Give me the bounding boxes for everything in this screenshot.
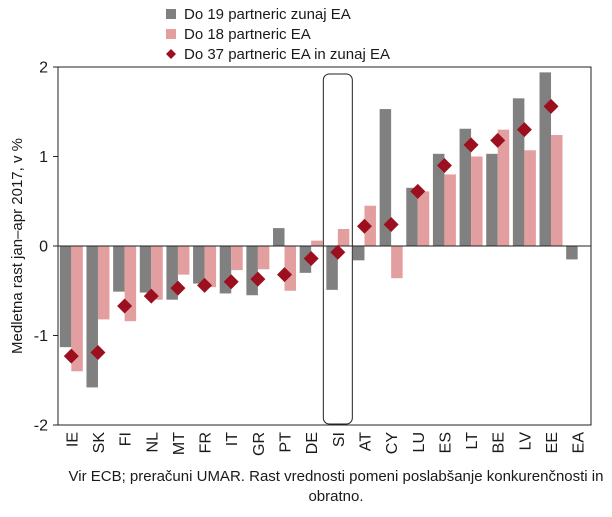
x-tick-label-it: IT (224, 432, 241, 446)
marker-total-de (303, 251, 319, 267)
bar-non-ea-si (326, 246, 338, 290)
bar-ea-be (497, 129, 510, 246)
x-tick-label-ea: EA (571, 432, 588, 454)
bar-ea-pt (284, 246, 297, 291)
bar-ea-ie (71, 246, 83, 372)
bar-ea-mt (177, 246, 190, 275)
legend-label-2: Do 18 partneric EA (184, 26, 311, 43)
bar-ea-cy (391, 246, 403, 279)
bar-ea-it (231, 246, 243, 271)
bar-ea-de (311, 240, 323, 246)
bar-non-ea-sk (86, 246, 98, 388)
x-tick-label-de: DE (304, 432, 321, 454)
marker-total-pt (277, 267, 293, 283)
x-tick-label-pt: PT (278, 432, 295, 453)
source-note: Vir ECB; preračuni UMAR. Rast vrednosti … (68, 468, 604, 505)
y-axis-title: Medletna rast jan–apr 2017, v % (9, 138, 26, 354)
x-tick-label-cy: CY (384, 432, 401, 455)
bar-ea-nl (151, 246, 163, 300)
marker-total-sk (90, 345, 106, 361)
legend-label-1: Do 19 partneric zunaj EA (184, 6, 351, 23)
legend-label-3: Do 37 partneric EA in zunaj EA (184, 46, 390, 63)
bar-non-ea-fr (193, 246, 205, 284)
x-tick-label-gr: GR (251, 432, 268, 456)
x-tick-label-be: BE (491, 432, 508, 453)
marker-total-lt (463, 137, 479, 153)
bar-ea-ee (551, 135, 563, 246)
x-tick-label-es: ES (437, 432, 454, 453)
x-tick-label-fi: FI (118, 432, 135, 446)
legend-swatch-1 (166, 9, 176, 19)
bar-non-ea-pt (273, 228, 285, 246)
y-tick-label: 1 (39, 149, 48, 166)
marker-total-gr (250, 271, 266, 287)
marker-total-cy (383, 217, 399, 233)
bar-ea-es (444, 174, 456, 246)
plot-area (57, 66, 592, 426)
y-tick-label: 0 (39, 239, 48, 256)
marker-total-mt (170, 280, 186, 296)
bar-ea-fr (204, 246, 217, 288)
marker-total-fr (197, 277, 213, 293)
x-tick-label-lv: LV (517, 432, 534, 451)
x-tick-label-ee: EE (544, 432, 561, 453)
bar-non-ea-at (352, 246, 365, 261)
bar-ea-sk (97, 246, 110, 320)
marker-total-be (490, 132, 506, 148)
bar-ea-fi (124, 246, 137, 322)
x-tick-label-sk: SK (91, 432, 108, 454)
bar-non-ea-lt (459, 128, 472, 246)
legend-swatch-3 (166, 49, 176, 59)
bar-non-ea-ie (59, 246, 72, 348)
marker-total-ee (543, 98, 559, 114)
bar-non-ea-ee (539, 72, 552, 247)
marker-total-it (223, 274, 239, 290)
bar-non-ea-ea (566, 246, 578, 260)
x-tick-label-mt: MT (171, 432, 188, 455)
marker-total-ie (63, 348, 79, 364)
y-tick-label: 2 (39, 60, 48, 77)
bar-non-ea-fi (113, 246, 125, 292)
marker-total-nl (143, 288, 159, 304)
bar-non-ea-lv (512, 98, 525, 247)
bar-non-ea-es (432, 153, 445, 246)
x-tick-label-at: AT (357, 432, 374, 451)
x-tick-label-ie: IE (64, 432, 81, 447)
x-tick-label-si: SI (331, 432, 348, 447)
marker-total-lv (516, 122, 532, 138)
bar-non-ea-cy (379, 109, 392, 246)
highlight-box-si (322, 73, 353, 425)
y-tick-label: -2 (34, 418, 48, 435)
bar-ea-gr (257, 246, 270, 270)
marker-total-at (356, 218, 372, 234)
bar-ea-lu (417, 191, 430, 246)
x-tick-label-nl: NL (144, 432, 161, 453)
bar-non-ea-be (486, 153, 498, 246)
legend-swatch-2 (166, 29, 176, 39)
bar-non-ea-mt (166, 246, 178, 300)
marker-total-es (436, 157, 452, 173)
bar-ea-si (337, 229, 350, 246)
marker-total-fi (117, 298, 133, 314)
legend: Do 19 partneric zunaj EA Do 18 partneric … (166, 6, 390, 63)
bar-non-ea-it (219, 246, 232, 294)
bar-non-ea-gr (246, 246, 258, 296)
x-tick-label-fr: FR (198, 432, 215, 453)
bar-non-ea-nl (139, 246, 152, 293)
bar-ea-lt (471, 156, 483, 246)
x-axis: IE SK FI NL MT FR IT GR PT DE SI AT CY LU ES LT BE LV EE EA (64, 432, 587, 456)
x-tick-label-lu: LU (411, 432, 428, 452)
marker-total-lu (410, 183, 426, 199)
bar-non-ea-lu (406, 187, 418, 246)
y-axis: -2 -1 0 1 2 (34, 60, 58, 435)
y-tick-label: -1 (34, 328, 48, 345)
x-tick-label-lt: LT (464, 432, 481, 450)
marker-total-si (330, 244, 346, 260)
bar-ea-lv (524, 150, 536, 246)
